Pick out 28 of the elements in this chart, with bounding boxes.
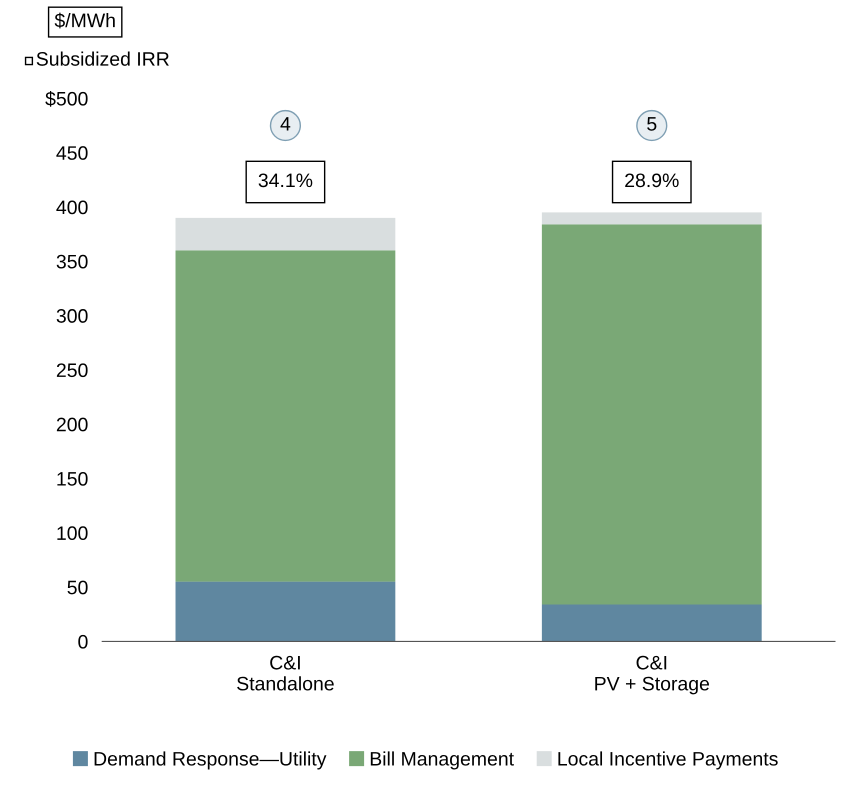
y-tick-label: 50 [68,580,88,594]
legend-label: Demand Response—Utility [94,751,326,770]
y-tick-label: $500 [45,91,88,107]
y-tick-label: 100 [57,526,88,540]
bar [176,250,396,582]
bar [176,582,396,642]
x-tick-label: C&I Standalone [237,656,334,691]
y-tick-label: 200 [56,418,88,432]
y-tick-label: 250 [56,363,88,378]
y-tick-label: 0 [78,634,88,649]
y-axis-title: $/MWh [54,12,115,28]
annotation: 34.1% [258,173,312,188]
bar [542,212,762,224]
annotation: 28.9% [625,173,679,188]
y-tick-label: 400 [56,200,88,214]
annotation: 4 [280,117,290,131]
bar [542,604,762,642]
x-tick-label: C&I PV + Storage [595,656,710,694]
legend-label: Bill Management [370,751,514,770]
y-tick-label: 300 [56,309,88,323]
y-tick-label: 450 [56,146,88,160]
y-tick-label: 350 [56,254,88,269]
bar [176,218,396,250]
y-tick-label: 150 [57,472,88,486]
legend-label: Local Incentive Payments [558,751,778,770]
annotation: 5 [647,117,656,131]
text: Subsidized IRR [36,52,169,66]
bar [542,224,762,604]
